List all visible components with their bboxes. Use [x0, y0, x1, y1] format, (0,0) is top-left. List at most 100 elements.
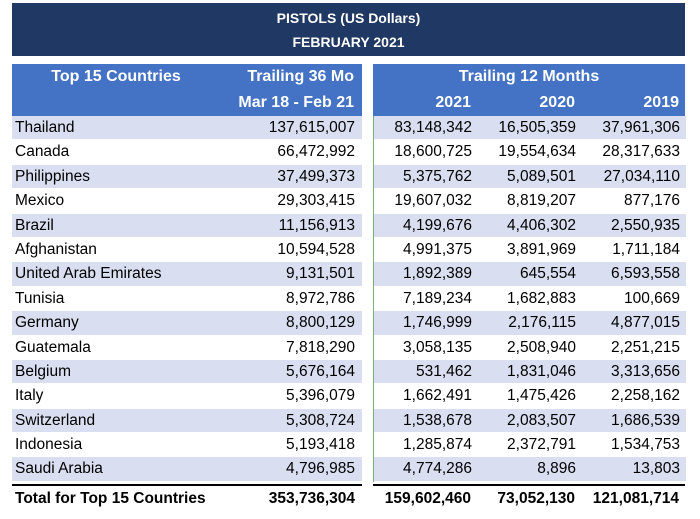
table-row: 5,375,762 5,089,501 27,034,110	[374, 164, 686, 190]
value-2019: 1,534,753	[611, 436, 680, 454]
trailing-36-value: 10,594,528	[277, 240, 355, 258]
value-2019: 2,251,215	[611, 338, 680, 356]
value-2021: 83,148,342	[394, 119, 472, 136]
trailing-36-value: 4,796,985	[286, 460, 355, 478]
title-line-2: FEBRUARY 2021	[292, 34, 405, 50]
value-2019: 27,034,110	[603, 167, 680, 185]
value-2021: 4,774,286	[403, 460, 472, 478]
country-name: Italy	[15, 387, 44, 405]
value-2021: 1,285,874	[403, 436, 472, 454]
table-row: 1,746,999 2,176,115 4,877,015	[374, 311, 686, 336]
table-row: Indonesia 5,193,418	[12, 433, 362, 458]
total-label: Total for Top 15 Countries	[15, 490, 206, 507]
country-name: Philippines	[15, 167, 90, 185]
value-2020: 5,089,501	[507, 167, 576, 185]
trailing-36-value: 5,308,724	[286, 411, 355, 429]
table-row: Saudi Arabia 4,796,985	[12, 457, 362, 482]
value-2020: 4,406,302	[507, 216, 576, 234]
table-row: 18,600,725 19,554,634 28,317,633	[374, 140, 686, 165]
value-2020: 2,083,507	[507, 411, 576, 429]
value-2020: 19,554,634	[498, 143, 576, 161]
total-row-left: Total for Top 15 Countries 353,736,304	[12, 484, 362, 512]
value-2021: 4,199,676	[403, 216, 472, 234]
value-2019: 1,686,539	[611, 411, 680, 429]
header-left: Top 15 Countries Trailing 36 Mo Mar 18 -…	[12, 64, 362, 116]
table-row: 1,285,874 2,372,791 1,534,753	[374, 433, 686, 458]
trailing-36-value: 5,193,418	[286, 436, 355, 454]
value-2020: 1,682,883	[507, 289, 576, 307]
country-name: Indonesia	[15, 436, 83, 454]
table-row: 3,058,135 2,508,940 2,251,215	[374, 335, 686, 360]
trailing-36-value: 9,131,501	[286, 265, 355, 283]
header-right: Trailing 12 Months 2021 2020 2019	[373, 64, 685, 116]
title-line-1: PISTOLS (US Dollars)	[276, 10, 421, 26]
trailing-36-value: 29,303,415	[277, 192, 355, 210]
table-row: Mexico 29,303,415	[12, 189, 362, 214]
trailing-36-value: 5,676,164	[286, 362, 355, 380]
table-row: Italy 5,396,079	[12, 384, 362, 409]
value-2020: 3,891,969	[507, 240, 576, 258]
value-2021: 5,375,762	[403, 167, 472, 185]
trailing-36-value: 137,615,007	[268, 119, 355, 136]
country-name: Afghanistan	[15, 240, 97, 258]
value-2021: 1,538,678	[403, 411, 472, 429]
trailing-36-value: 7,818,290	[286, 338, 355, 356]
table-row: 4,199,676 4,406,302 2,550,935	[374, 213, 686, 238]
country-name: Brazil	[15, 216, 54, 234]
value-2019: 2,258,162	[611, 387, 680, 405]
value-2020: 8,819,207	[507, 192, 576, 210]
total-trailing-36: 353,736,304	[268, 490, 355, 507]
value-2021: 1,662,491	[403, 387, 472, 405]
country-name: Thailand	[15, 119, 75, 136]
value-2019: 4,877,015	[611, 314, 680, 332]
table-row: 1,662,491 1,475,426 2,258,162	[374, 384, 686, 409]
total-row-right: 159,602,460 73,052,130 121,081,714	[373, 484, 685, 512]
value-2020: 2,372,791	[507, 436, 576, 454]
table-row: Brazil 11,156,913	[12, 213, 362, 238]
country-name: United Arab Emirates	[15, 265, 162, 283]
table-row: Belgium 5,676,164	[12, 359, 362, 385]
value-2021: 531,462	[415, 362, 472, 380]
table-row: 531,462 1,831,046 3,313,656	[374, 359, 686, 385]
header-year-2021: 2021	[435, 94, 471, 111]
total-2020: 73,052,130	[497, 490, 575, 507]
country-name: Switzerland	[15, 411, 96, 429]
total-2021: 159,602,460	[384, 490, 471, 507]
value-2019: 1,711,184	[612, 240, 680, 258]
value-2019: 6,593,558	[611, 265, 680, 283]
value-2019: 28,317,633	[602, 143, 680, 161]
table-row: United Arab Emirates 9,131,501	[12, 262, 362, 287]
country-name: Belgium	[15, 362, 71, 380]
value-2020: 2,176,115	[508, 314, 576, 332]
table-row: Thailand 137,615,007	[12, 116, 362, 141]
value-2019: 100,669	[623, 289, 680, 307]
table-body-left: Thailand 137,615,007 Canada 66,472,992 Phili…	[12, 116, 362, 482]
table-row: Guatemala 7,818,290	[12, 335, 362, 360]
country-name: Tunisia	[15, 289, 65, 307]
value-2020: 1,831,046	[507, 362, 576, 380]
value-2019: 37,961,306	[602, 119, 680, 136]
table-row: 7,189,234 1,682,883 100,669	[374, 286, 686, 312]
country-name: Canada	[15, 143, 70, 161]
country-name: Saudi Arabia	[15, 460, 103, 478]
value-2019: 2,550,935	[611, 216, 680, 234]
value-2020: 1,475,426	[507, 387, 576, 405]
header-year-2020: 2020	[539, 94, 575, 111]
value-2021: 4,991,375	[403, 240, 472, 258]
table-row: 19,607,032 8,819,207 877,176	[374, 189, 686, 214]
trailing-36-value: 66,472,992	[277, 143, 355, 161]
value-2021: 1,892,389	[403, 265, 472, 283]
value-2020: 645,554	[519, 265, 576, 283]
header-trailing-12: Trailing 12 Months	[458, 68, 600, 85]
table-row: Switzerland 5,308,724	[12, 408, 362, 434]
table-row: Tunisia 8,972,786	[12, 286, 362, 312]
value-2020: 2,508,940	[507, 338, 576, 356]
table-row: Afghanistan 10,594,528	[12, 237, 362, 263]
table-row: 83,148,342 16,505,359 37,961,306	[374, 116, 686, 141]
table-row: 4,991,375 3,891,969 1,711,184	[374, 237, 686, 263]
country-name: Germany	[15, 314, 79, 332]
value-2019: 3,313,656	[611, 362, 680, 380]
trailing-36-value: 8,800,129	[286, 314, 355, 332]
header-trailing-36: Trailing 36 Mo	[247, 68, 354, 85]
table-row: 4,774,286 8,896 13,803	[374, 457, 686, 482]
